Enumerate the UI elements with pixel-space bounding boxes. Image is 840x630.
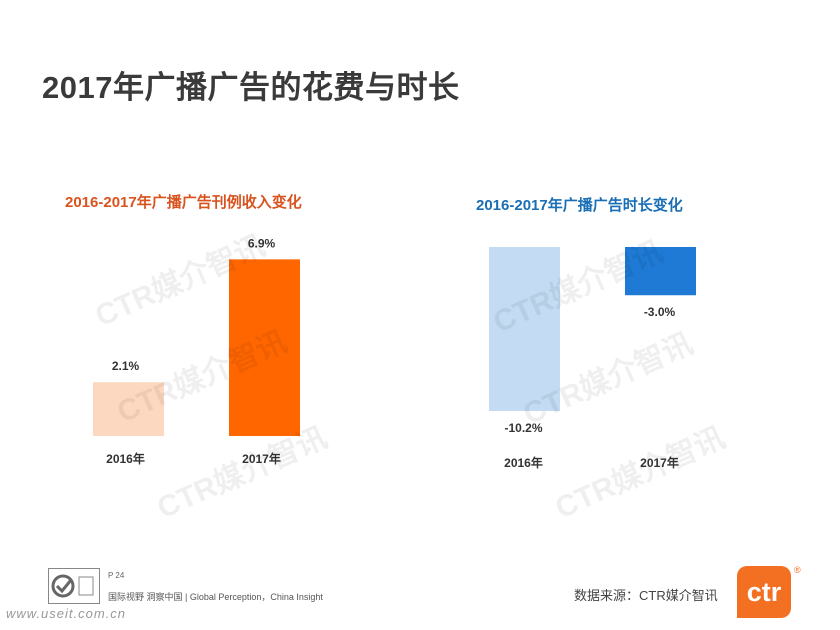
page-number: P 24 <box>108 571 125 580</box>
left-chart-title: 2016-2017年广播广告刊例收入变化 <box>65 194 302 211</box>
data-label: -10.2% <box>504 421 542 435</box>
x-tick-label: 2017年 <box>640 455 679 470</box>
x-tick-label: 2016年 <box>106 451 145 466</box>
bar <box>229 259 300 436</box>
registered-mark: ® <box>794 565 801 575</box>
page-title: 2017年广播广告的花费与时长 <box>42 70 460 105</box>
ctr-logo: ctr <box>737 566 791 618</box>
site-watermark: www.useit.com.cn <box>6 606 127 621</box>
certification-logo <box>48 568 100 604</box>
bar <box>489 247 560 412</box>
footer-slogan: 国际视野 洞察中国 | Global Perception，China Insi… <box>108 592 323 602</box>
x-tick-label: 2017年 <box>242 451 281 466</box>
bar <box>93 382 164 436</box>
data-label: 6.9% <box>248 236 276 250</box>
right-chart-title: 2016-2017年广播广告时长变化 <box>476 197 683 214</box>
x-tick-label: 2016年 <box>504 455 543 470</box>
data-source: 数据来源：CTR媒介智讯 <box>574 588 718 603</box>
bar <box>625 247 696 296</box>
data-label: 2.1% <box>112 359 140 373</box>
data-label: -3.0% <box>644 305 676 319</box>
